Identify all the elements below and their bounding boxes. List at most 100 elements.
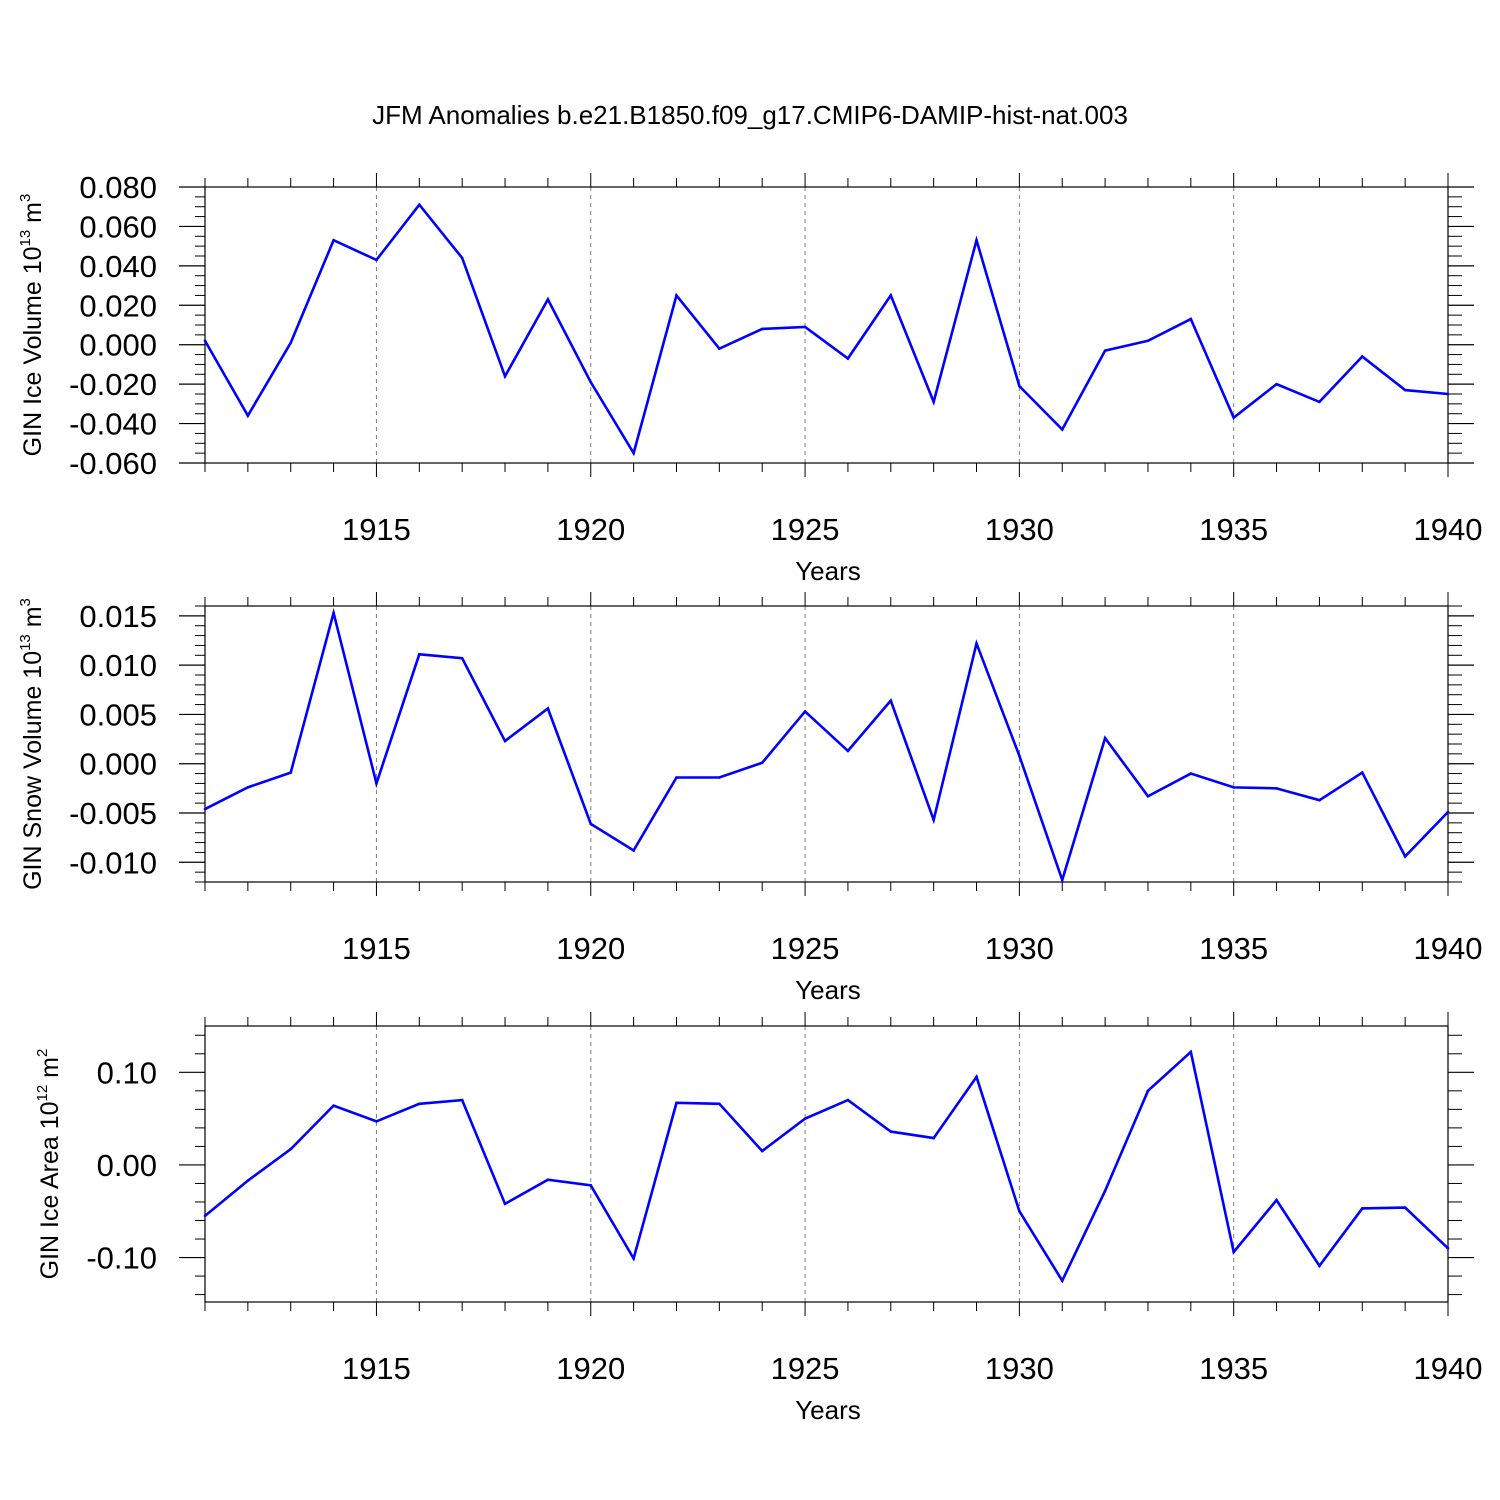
- x-tick-label: 1920: [556, 931, 625, 966]
- data-point: [546, 1178, 550, 1182]
- data-point: [803, 710, 807, 713]
- data-point: [1103, 349, 1107, 352]
- data-point: [203, 1214, 207, 1218]
- y-axis-label-superscript: 2: [34, 1049, 51, 1057]
- data-point: [675, 294, 678, 297]
- data-point: [718, 776, 721, 779]
- y-tick-label: 0.000: [79, 328, 157, 363]
- data-point: [1318, 400, 1321, 404]
- data-point: [1360, 1207, 1364, 1210]
- data-point: [632, 451, 635, 455]
- data-point: [889, 699, 893, 702]
- y-tick-label: -0.005: [69, 796, 157, 831]
- y-tick-label: 0.080: [79, 170, 157, 205]
- panel-1: 0.080 0.060 0.040 0.020 0.000 -0.020 -0.040 -0.…: [17, 170, 1482, 586]
- y-tick-label: -0.10: [86, 1241, 157, 1276]
- y-tick-label: 0.00: [97, 1148, 157, 1183]
- data-point: [1403, 1206, 1407, 1209]
- x-tick-label: 1920: [556, 1351, 625, 1386]
- data-point: [846, 357, 850, 360]
- data-point: [1403, 388, 1407, 392]
- y-axis-label-part: m: [19, 606, 47, 634]
- x-tick-label: 1915: [342, 1351, 411, 1386]
- data-point: [1275, 382, 1278, 386]
- y-axis-label-part: GIN Ice Area 10: [36, 1101, 64, 1279]
- x-axis-label: Years: [795, 975, 861, 1005]
- data-point: [289, 341, 293, 345]
- data-point: [760, 327, 764, 331]
- y-tick-label: -0.060: [69, 446, 157, 481]
- panel-3: 0.10 0.00 -0.10 1915 1920 1925 1930 1935 1940 Yea…: [34, 1012, 1482, 1425]
- data-point: [375, 1120, 378, 1123]
- y-axis-label-superscript: 3: [17, 598, 34, 606]
- data-point: [1018, 1209, 1021, 1213]
- y-tick-label: 0.000: [79, 747, 157, 782]
- x-tick-label: 1930: [985, 1351, 1054, 1386]
- data-point: [675, 776, 678, 779]
- x-tick-label: 1915: [342, 512, 411, 547]
- data-point: [889, 294, 893, 297]
- data-point: [1018, 754, 1021, 758]
- x-tick-label: 1935: [1199, 931, 1268, 966]
- y-axis-label: GIN Ice Volume 1013 m3: [17, 194, 47, 457]
- data-point: [546, 298, 550, 301]
- y-axis-label-superscript: 3: [17, 194, 34, 202]
- data-point: [846, 1098, 850, 1102]
- data-point: [460, 656, 464, 660]
- y-tick-label: 0.040: [79, 249, 157, 284]
- data-point: [1103, 736, 1107, 740]
- data-point: [975, 642, 978, 645]
- data-point: [1189, 772, 1193, 775]
- data-point: [460, 256, 464, 260]
- data-point: [589, 380, 593, 384]
- data-point: [589, 1184, 593, 1187]
- y-tick-label: 0.010: [79, 648, 157, 683]
- data-point: [803, 325, 807, 329]
- data-point: [332, 1104, 335, 1107]
- data-point: [975, 238, 978, 242]
- data-point: [632, 1257, 635, 1260]
- panel-2: 0.015 0.010 0.005 0.000 -0.005 -0.010 1915 1920…: [17, 592, 1482, 1005]
- x-axis-label: Years: [795, 556, 861, 586]
- data-point: [546, 707, 550, 710]
- data-point: [760, 761, 764, 765]
- data-point: [589, 822, 593, 826]
- y-axis-label-part: m: [36, 1057, 64, 1085]
- data-point: [1060, 428, 1064, 431]
- data-point: [1146, 1089, 1150, 1093]
- x-tick-label: 1930: [985, 931, 1054, 966]
- y-tick-label: -0.020: [69, 367, 157, 402]
- y-axis-label-part: GIN Ice Volume 10: [19, 246, 47, 456]
- data-point: [932, 818, 935, 822]
- y-axis-label-superscript: 13: [17, 230, 34, 247]
- data-point: [718, 347, 721, 350]
- data-point: [1232, 416, 1235, 419]
- data-point: [246, 1179, 250, 1182]
- series-line-1: [203, 202, 1449, 457]
- y-axis-label: GIN Ice Area 1012 m2: [34, 1049, 64, 1280]
- data-point: [375, 258, 378, 262]
- data-point: [1275, 787, 1278, 790]
- data-point: [975, 1075, 978, 1079]
- data-point: [675, 1101, 678, 1105]
- chart-panels: 0.080 0.060 0.040 0.020 0.000 -0.020 -0.040 -0.…: [17, 170, 1482, 1425]
- data-point: [203, 339, 207, 343]
- plot-frame: [204, 1025, 1449, 1303]
- data-point: [503, 739, 507, 743]
- data-point: [289, 1147, 293, 1151]
- data-point: [889, 1130, 893, 1133]
- data-point: [332, 238, 335, 242]
- x-tick-label: 1930: [985, 512, 1054, 547]
- y-axis-label-part: GIN Snow Volume 10: [19, 651, 47, 890]
- data-point: [418, 653, 421, 656]
- data-point: [246, 414, 250, 417]
- data-point: [1060, 878, 1064, 882]
- y-axis-label: GIN Snow Volume 1013 m3: [17, 598, 47, 890]
- data-point: [246, 786, 250, 789]
- data-point: [1060, 1279, 1064, 1282]
- data-point: [375, 782, 378, 785]
- data-point: [932, 1136, 935, 1140]
- data-point: [418, 203, 421, 207]
- x-tick-label: 1925: [771, 512, 840, 547]
